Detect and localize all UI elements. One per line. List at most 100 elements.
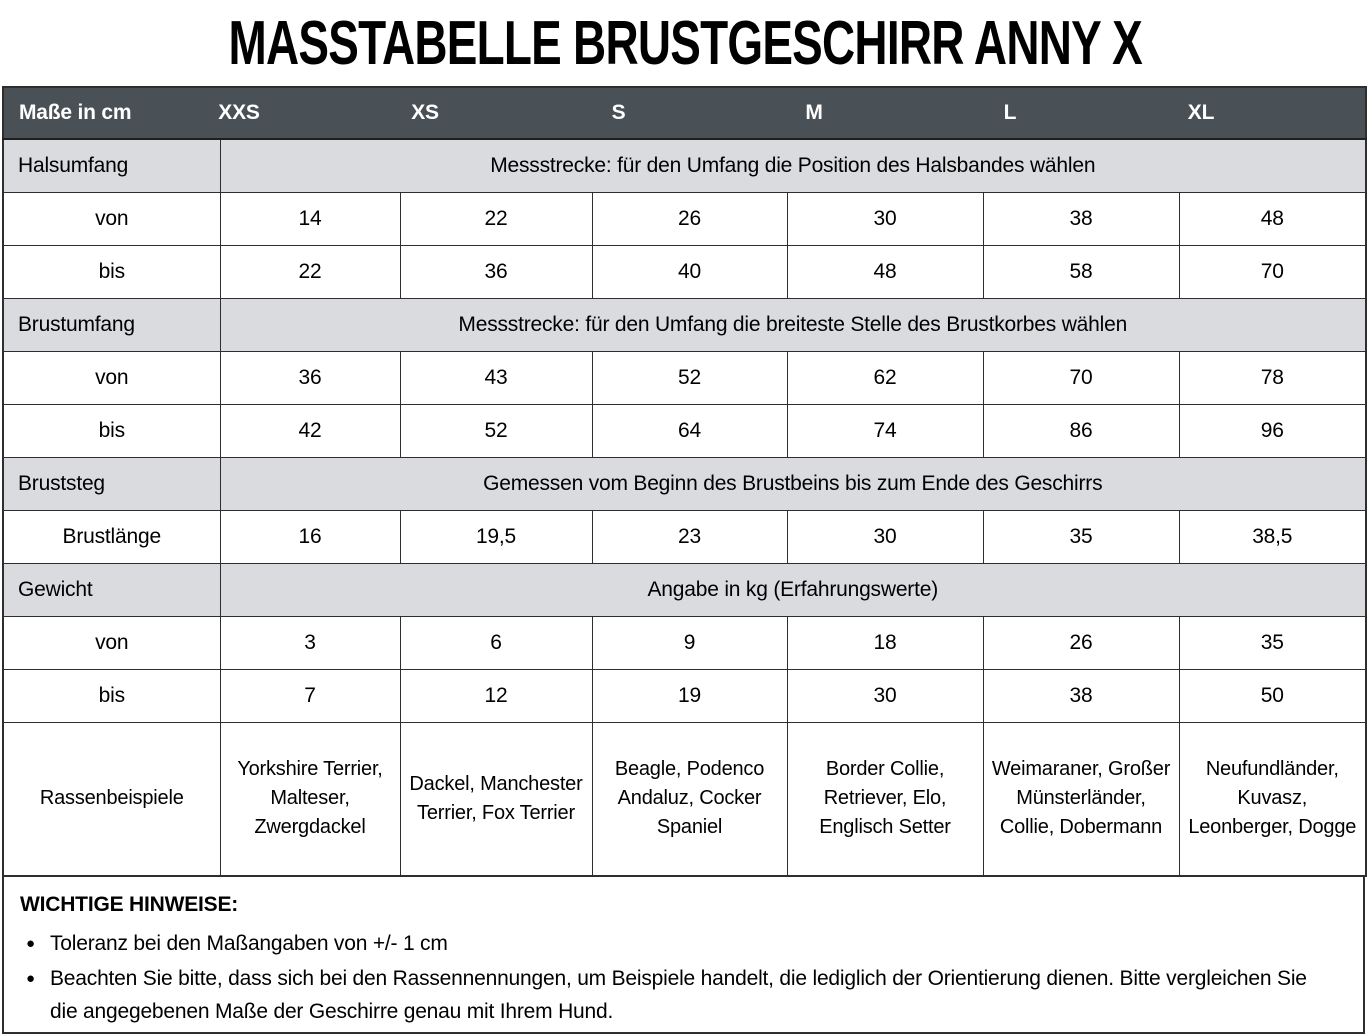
measure-value: 19,5 — [399, 509, 593, 564]
size-header-l: L — [983, 87, 1179, 140]
notes-heading: WICHTIGE HINWEISE: — [20, 893, 239, 916]
page-title-text: MASSTABELLE BRUSTGESCHIRR ANNY X — [228, 8, 1142, 78]
section-row-brustumfang: Brustumfang Messstrecke: für den Umfang … — [2, 297, 1367, 352]
range-label: von — [2, 615, 221, 670]
section-label: Gewicht — [2, 562, 221, 617]
section-description: Messstrecke: für den Umfang die Position… — [219, 138, 1367, 193]
section-row-bruststeg: Bruststeg Gemessen vom Beginn des Brustb… — [2, 456, 1367, 511]
note-item: ● Beachten Sie bitte, dass sich bei den … — [20, 962, 1343, 1028]
measure-value: 26 — [982, 615, 1180, 670]
measure-value: 22 — [219, 244, 401, 299]
table-row: von 14 22 26 30 38 48 — [2, 191, 1367, 246]
breed-examples-row: Rassenbeispiele Yorkshire Terrier, Malte… — [2, 721, 1367, 877]
measure-value: 52 — [399, 403, 593, 458]
size-header-xs: XS — [400, 87, 592, 140]
breed-examples-cell: Dackel, Manchester Terrier, Fox Terrier — [399, 721, 593, 877]
measure-value: 64 — [591, 403, 788, 458]
measure-value: 3 — [219, 615, 401, 670]
important-notes-box: WICHTIGE HINWEISE: ● Toleranz bei den Ma… — [2, 877, 1365, 1034]
measure-value: 23 — [591, 509, 788, 564]
measure-value: 50 — [1178, 668, 1367, 723]
measure-value: 14 — [219, 191, 401, 246]
measure-value: 78 — [1178, 350, 1367, 405]
measure-value: 48 — [786, 244, 984, 299]
note-item-text: Beachten Sie bitte, dass sich bei den Ra… — [50, 967, 1307, 1023]
measure-value: 70 — [982, 350, 1180, 405]
breed-examples-cell: Weimaraner, Großer Münsterländer, Collie… — [982, 721, 1180, 877]
size-header-label: XL — [1187, 101, 1215, 124]
section-row-halsumfang: Halsumfang Messstrecke: für den Umfang d… — [2, 138, 1367, 193]
range-label: bis — [2, 403, 221, 458]
measure-value: 52 — [591, 350, 788, 405]
table-row: von 36 43 52 62 70 78 — [2, 350, 1367, 405]
measure-value: 30 — [786, 191, 984, 246]
section-label: Halsumfang — [2, 138, 221, 193]
measure-value: 42 — [219, 403, 401, 458]
measure-value: 38,5 — [1178, 509, 1367, 564]
measure-value: 40 — [591, 244, 788, 299]
section-description: Messstrecke: für den Umfang die breitest… — [219, 297, 1367, 352]
measure-value: 16 — [219, 509, 401, 564]
measure-value: 38 — [982, 668, 1180, 723]
table-header-row: Maße in cm XXS XS S M L XL — [3, 87, 1366, 140]
size-header-label: XXS — [218, 101, 260, 124]
table-row: bis 22 36 40 48 58 70 — [2, 244, 1367, 299]
section-description: Angabe in kg (Erfahrungswerte) — [219, 562, 1367, 617]
section-label: Bruststeg — [2, 456, 221, 511]
size-header-label: M — [805, 101, 823, 124]
range-label: von — [2, 350, 221, 405]
measure-value: 70 — [1178, 244, 1367, 299]
breed-examples-label: Rassenbeispiele — [2, 721, 221, 877]
measure-value: 7 — [219, 668, 401, 723]
measure-value: 86 — [982, 403, 1180, 458]
measure-value: 36 — [219, 350, 401, 405]
size-header-xl: XL — [1179, 87, 1366, 140]
size-header-label: XS — [411, 101, 439, 124]
measure-value: 19 — [591, 668, 788, 723]
size-header-m: M — [787, 87, 983, 140]
measure-value: 9 — [591, 615, 788, 670]
range-label: von — [2, 191, 221, 246]
measure-value: 48 — [1178, 191, 1367, 246]
table-row: Brustlänge 16 19,5 23 30 35 38,5 — [2, 509, 1367, 564]
range-label: bis — [2, 244, 221, 299]
measure-value: 74 — [786, 403, 984, 458]
bullet-icon: ● — [26, 970, 35, 987]
units-header-cell: Maße in cm — [3, 87, 220, 140]
measure-value: 96 — [1178, 403, 1367, 458]
size-header-label: S — [611, 101, 626, 124]
size-chart-table: Maße in cm XXS XS S M L XL Halsumfang Me… — [2, 86, 1367, 877]
measure-value: 26 — [591, 191, 788, 246]
measure-value: 35 — [982, 509, 1180, 564]
note-item: ● Toleranz bei den Maßangaben von +/- 1 … — [20, 927, 1343, 960]
bullet-icon: ● — [26, 935, 35, 952]
measure-value: 43 — [399, 350, 593, 405]
range-label: bis — [2, 668, 221, 723]
measure-value: 30 — [786, 668, 984, 723]
section-row-gewicht: Gewicht Angabe in kg (Erfahrungswerte) — [2, 562, 1367, 617]
measure-value: 18 — [786, 615, 984, 670]
breed-examples-cell: Border Collie, Retriever, Elo, Englisch … — [786, 721, 984, 877]
measure-value: 36 — [399, 244, 593, 299]
breed-examples-cell: Neufundländer, Kuvasz, Leonberger, Dogge — [1178, 721, 1367, 877]
range-label: Brustlänge — [2, 509, 221, 564]
measure-value: 58 — [982, 244, 1180, 299]
measure-value: 30 — [786, 509, 984, 564]
measure-value: 35 — [1178, 615, 1367, 670]
note-item-text: Toleranz bei den Maßangaben von +/- 1 cm — [50, 932, 448, 955]
table-row: bis 7 12 19 30 38 50 — [2, 668, 1367, 723]
size-header-label: L — [1003, 101, 1017, 124]
size-header-xxs: XXS — [218, 87, 400, 140]
breed-examples-cell: Beagle, Podenco Andaluz, Cocker Spaniel — [591, 721, 788, 877]
page-title: MASSTABELLE BRUSTGESCHIRR ANNY X — [0, 0, 1370, 86]
measure-value: 12 — [399, 668, 593, 723]
table-row: von 3 6 9 18 26 35 — [2, 615, 1367, 670]
size-header-s: S — [592, 87, 787, 140]
measure-value: 6 — [399, 615, 593, 670]
section-label: Brustumfang — [2, 297, 221, 352]
table-row: bis 42 52 64 74 86 96 — [2, 403, 1367, 458]
measure-value: 62 — [786, 350, 984, 405]
measure-value: 22 — [399, 191, 593, 246]
breed-examples-cell: Yorkshire Terrier, Malteser, Zwergdackel — [219, 721, 401, 877]
measure-value: 38 — [982, 191, 1180, 246]
